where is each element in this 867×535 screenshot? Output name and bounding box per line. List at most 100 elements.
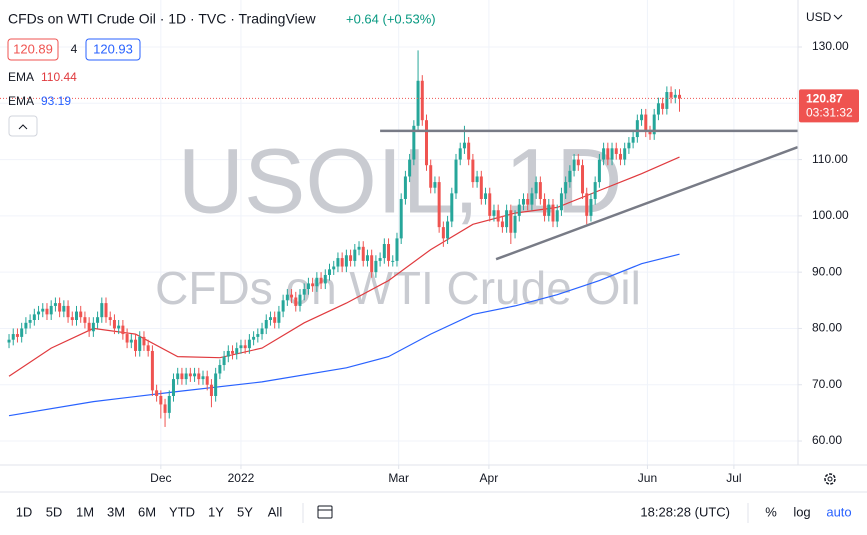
scale-option[interactable]: % — [765, 504, 777, 519]
candle-body — [7, 339, 11, 343]
candle-body — [226, 350, 230, 357]
candle-body — [87, 322, 91, 332]
candle-body — [197, 373, 201, 380]
candle-body — [387, 244, 391, 261]
range-button[interactable]: 6M — [138, 504, 156, 519]
candle-body — [543, 198, 547, 216]
candle-body — [268, 317, 272, 321]
candle-body — [640, 114, 644, 121]
sell-button[interactable] — [7, 38, 59, 61]
y-tick-label: 80.00 — [812, 321, 842, 335]
candle-body — [635, 120, 639, 138]
candle-body — [665, 92, 669, 109]
range-button[interactable]: YTD — [169, 504, 195, 519]
ask[interactable]: 120.93 — [93, 41, 133, 56]
candle-body — [20, 328, 24, 337]
candle-body — [298, 294, 302, 306]
y-tick-label: 70.00 — [812, 377, 842, 391]
scale-option[interactable]: auto — [826, 504, 851, 519]
candle-body — [678, 94, 682, 99]
range-button[interactable]: 5Y — [237, 504, 253, 519]
range-button[interactable]: 1Y — [208, 504, 224, 519]
candle-body — [623, 148, 627, 160]
candle-body — [243, 345, 247, 349]
range-button[interactable]: 3M — [107, 504, 125, 519]
bid[interactable]: 120.89 — [13, 41, 53, 56]
candle-body — [673, 94, 677, 98]
candle-body — [41, 308, 45, 312]
candle-body — [218, 365, 222, 374]
candle-body — [521, 198, 525, 205]
candle-body — [273, 317, 277, 323]
goto-date-icon[interactable] — [317, 505, 333, 519]
candle-body — [163, 404, 167, 413]
candle-body — [328, 269, 332, 275]
candle-body — [171, 379, 175, 396]
y-tick-label: 110.00 — [812, 152, 848, 166]
x-tick-label: Dec — [150, 471, 171, 485]
candle-body — [408, 159, 412, 177]
candle-body — [285, 294, 289, 301]
candle-body — [593, 182, 597, 199]
range-button[interactable]: 1M — [76, 504, 94, 519]
candle-body — [618, 153, 622, 160]
candle-body — [585, 193, 589, 216]
candle-body — [505, 210, 509, 228]
clock[interactable]: 18:28:28 (UTC) — [640, 504, 730, 519]
candle-body — [201, 376, 205, 380]
candle-body — [247, 339, 251, 349]
price-change: +0.64 (+0.53%) — [346, 11, 436, 26]
range-button[interactable]: 1D — [16, 504, 33, 519]
collapse-icon — [18, 124, 28, 130]
spread: 4 — [71, 42, 78, 56]
candle-body — [134, 339, 138, 351]
candle-body — [361, 246, 365, 261]
legend: EMA 110.44 EMA 93.19 — [8, 70, 77, 108]
candle-body — [104, 303, 108, 318]
candle-body — [661, 103, 665, 109]
range-button[interactable]: 5D — [46, 504, 63, 519]
collapse-button[interactable] — [8, 115, 38, 137]
candle-body — [551, 204, 555, 222]
candle-body — [656, 103, 660, 115]
candle-body — [606, 148, 610, 160]
candle-body — [424, 120, 428, 166]
symbol-line[interactable]: CFDs on WTI Crude Oil · 1D · TVC · Tradi… — [8, 11, 316, 27]
axes: 60.0070.0080.0090.00100.00110.00120.0013… — [150, 39, 859, 485]
currency[interactable]: USD — [806, 10, 832, 24]
candle-body — [142, 336, 146, 346]
candle-body — [467, 142, 471, 160]
candle-body — [264, 320, 268, 329]
candle-body — [340, 258, 344, 267]
buy-button[interactable] — [85, 38, 141, 61]
candle-body — [112, 320, 116, 329]
candle-body — [399, 198, 403, 239]
scale-option[interactable]: log — [793, 504, 810, 519]
candle-body — [374, 260, 378, 273]
candle-body — [323, 274, 327, 284]
candle-body — [420, 80, 424, 121]
settings-icon-core — [827, 476, 833, 482]
candle-body — [433, 182, 437, 188]
candle-body — [205, 376, 209, 385]
candle-body — [479, 176, 483, 199]
candle-body — [319, 277, 323, 284]
y-tick-label: 100.00 — [812, 208, 849, 222]
candle-body — [15, 334, 19, 337]
candle-body — [281, 300, 285, 312]
settings-icon[interactable] — [824, 473, 836, 485]
candle-body — [395, 238, 399, 261]
candle-body — [412, 125, 416, 160]
x-tick-label: Jun — [638, 471, 657, 485]
candle-body — [576, 159, 580, 166]
candle-body — [437, 182, 441, 228]
candle-body — [471, 159, 475, 183]
candle-body — [614, 148, 618, 154]
last-price-label: 120.87 — [806, 92, 843, 106]
candle-body — [581, 165, 585, 194]
candle-body — [462, 142, 466, 149]
y-tick-label: 60.00 — [812, 433, 842, 447]
range-button[interactable]: All — [268, 504, 283, 519]
legend-name: EMA — [8, 94, 34, 108]
